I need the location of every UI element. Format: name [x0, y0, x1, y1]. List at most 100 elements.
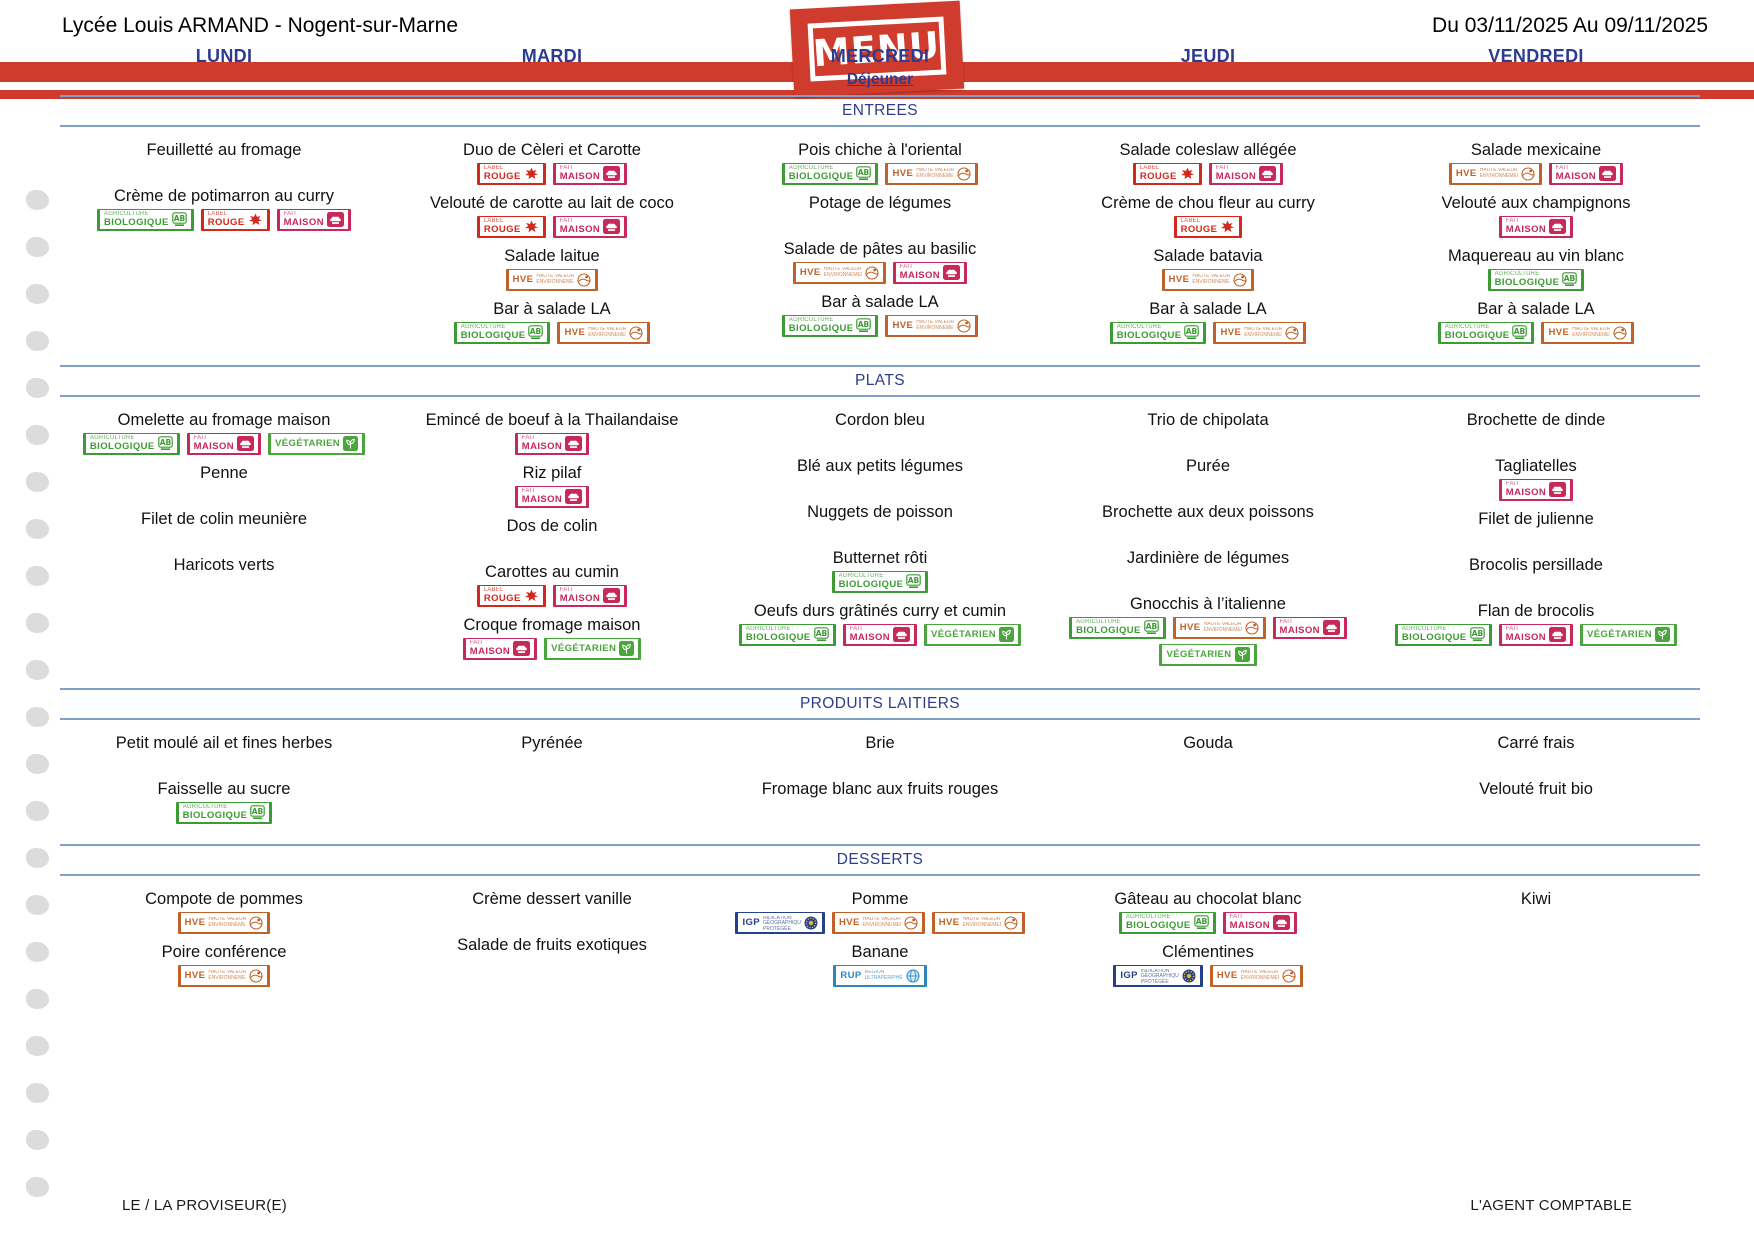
badge-bio: AGRICULTURE BIOLOGIQUE AB — [97, 209, 194, 231]
badge-bio: AGRICULTURE BIOLOGIQUE AB — [1394, 624, 1492, 646]
badge-row: AGRICULTURE BIOLOGIQUE AB FAIT MAISON VÉGÉTAR… — [726, 624, 1034, 646]
badge-label: BIOLOGIQUE — [838, 579, 904, 591]
badge-label: BIOLOGIQUE — [788, 171, 854, 183]
binding-hole — [26, 801, 49, 821]
ab-logo-icon: AB — [1562, 272, 1578, 287]
menu-item-name: Emincé de boeuf à la Thailandaise — [425, 411, 679, 429]
binding-hole — [26, 472, 49, 492]
menu-item: Gâteau au chocolat blanc AGRICULTURE BIOLO… — [1054, 889, 1362, 934]
badge-rouge: LABEL ROUGE — [1173, 216, 1243, 238]
badge-bio: AGRICULTURE BIOLOGIQUE AB — [1118, 912, 1216, 934]
badge-label-small: AGRICULTURE — [1444, 324, 1490, 331]
day-header-mercredi: MERCREDI — [830, 46, 930, 66]
svg-text:AB: AB — [1564, 274, 1576, 283]
menu-item-name: Omelette au fromage maison — [117, 411, 331, 429]
section-desserts: DESSERTS Compote de pommes HVE HAUTE VALEUR… — [60, 844, 1700, 1001]
badge-bio: AGRICULTURE BIOLOGIQUE AB — [82, 433, 180, 455]
globe-icon — [906, 969, 920, 983]
menu-item: Brochette aux deux poissons — [1054, 502, 1362, 522]
badge-label: BIOLOGIQUE — [1401, 632, 1467, 644]
menu-cell: Duo de Cèleri et Carotte LABEL ROUGE FAIT MA… — [388, 140, 716, 353]
footer-signature-left: LE / LA PROVISEUR(E) — [122, 1197, 287, 1214]
menu-item-name: Poire conférence — [161, 943, 287, 961]
section-title: PRODUITS LAITIERS — [60, 688, 1700, 720]
badge-maison: FAIT MAISON — [1498, 624, 1574, 646]
badge-label-small: LABEL — [483, 587, 504, 594]
menu-item: Brocolis persillade — [1382, 555, 1690, 575]
menu-item: Bar à salade LA AGRICULTURE BIOLOGIQUE AB HV… — [1382, 299, 1690, 344]
menu-cell: Omelette au fromage maison AGRICULTURE BIO… — [60, 410, 388, 676]
badge-igp: IGP INDICATION GÉOGRAPHIQUE PROTÉGÉE — [1113, 965, 1203, 987]
badge-row: AGRICULTURE BIOLOGIQUE AB FAIT MAISON VÉGÉTAR… — [70, 433, 378, 455]
chef-hat-icon — [1549, 219, 1567, 234]
badge-label: MAISON — [559, 224, 601, 236]
badge-row: LABEL ROUGE FAIT MAISON — [1054, 163, 1362, 185]
badge-maison: FAIT MAISON — [276, 209, 351, 231]
menu-cell: Salade mexicaine HVE HAUTE VALEUR ENVIRONN… — [1372, 140, 1700, 353]
menu-item-name: Bar à salade LA — [821, 293, 939, 311]
menu-item: Haricots verts — [70, 555, 378, 575]
menu-item: Penne — [70, 463, 378, 483]
badge-label-small: FAIT — [559, 165, 574, 172]
menu-item: Croque fromage maison FAIT MAISON VÉGÉTARIE… — [398, 615, 706, 660]
leaf-icon — [1234, 647, 1250, 662]
menu-item: Jardinière de légumes — [1054, 548, 1362, 568]
leaf-icon — [343, 436, 359, 451]
hve-circle-icon — [1613, 325, 1627, 340]
binding-hole — [26, 1130, 49, 1150]
menu-item-name: Bar à salade LA — [493, 300, 611, 318]
badge-maison: FAIT MAISON — [552, 163, 628, 185]
leaf-icon — [999, 627, 1015, 642]
badge-label: BIOLOGIQUE — [89, 441, 155, 453]
badge-row: AGRICULTURE BIOLOGIQUE AB HVE HAUTE VALEUR E… — [1054, 617, 1362, 666]
menu-item: Potage de légumes — [726, 193, 1034, 213]
menu-item-name: Croque fromage maison — [463, 616, 641, 634]
badge-label-small: AGRICULTURE — [1401, 626, 1447, 633]
hve-circle-icon — [1233, 272, 1247, 287]
menu-item: Carottes au cumin LABEL ROUGE FAIT MAISON — [398, 562, 706, 607]
badge-label: MAISON — [1505, 632, 1547, 644]
chef-hat-icon — [565, 489, 583, 504]
badge-label: MAISON — [899, 270, 941, 282]
chef-hat-icon — [1259, 166, 1277, 181]
menu-item: Omelette au fromage maison AGRICULTURE BIO… — [70, 410, 378, 455]
menu-item-name: Clémentines — [1162, 943, 1254, 961]
menu-item: Duo de Cèleri et Carotte LABEL ROUGE FAIT MA… — [398, 140, 706, 185]
menu-item: Poire conférence HVE HAUTE VALEUR ENVIRONN… — [70, 942, 378, 987]
binding-hole — [26, 237, 49, 257]
badge-label-small: INDICATION GÉOGRAPHIQUE PROTÉGÉE — [763, 915, 802, 930]
menu-item-name: Salade mexicaine — [1470, 141, 1602, 159]
badge-label: MAISON — [469, 646, 511, 658]
menu-item-name: Haricots verts — [173, 556, 275, 574]
badge-label: MAISON — [1229, 920, 1271, 932]
badge-label-small: LABEL — [207, 211, 228, 218]
section-title: ENTREES — [60, 95, 1700, 127]
rooster-icon — [1220, 220, 1235, 233]
menu-item: Maquereau au vin blanc AGRICULTURE BIOLOGI… — [1382, 246, 1690, 291]
badge-label: HVE — [892, 320, 914, 331]
badge-label: HVE — [564, 327, 586, 338]
badge-row: AGRICULTURE BIOLOGIQUE AB FAIT MAISON VÉGÉTAR… — [1382, 624, 1690, 646]
badge-label: HVE — [1179, 622, 1201, 633]
menu-item-name: Velouté fruit bio — [1479, 780, 1593, 798]
badge-label: MAISON — [1505, 487, 1547, 499]
menu-item: Trio de chipolata — [1054, 410, 1362, 430]
hve-circle-icon — [249, 915, 263, 930]
section-produits-laitiers: PRODUITS LAITIERS Petit moulé ail et fine… — [60, 688, 1700, 838]
badge-label: ROUGE — [483, 224, 521, 236]
menu-item-name: Penne — [200, 464, 248, 482]
menu-item: Petit moulé ail et fines herbes — [70, 733, 378, 753]
ab-logo-icon: AB — [1469, 627, 1485, 642]
menu-item: Bar à salade LA AGRICULTURE BIOLOGIQUE AB HV… — [398, 299, 706, 344]
hve-circle-icon — [1244, 620, 1259, 635]
leaf-icon — [619, 641, 635, 656]
menu-item-name: Flan de brocolis — [1477, 602, 1595, 620]
menu-item: Salade de pâtes au basilic HVE HAUTE VALEU… — [726, 239, 1034, 284]
menu-item-name: Brochette aux deux poissons — [1102, 503, 1314, 521]
